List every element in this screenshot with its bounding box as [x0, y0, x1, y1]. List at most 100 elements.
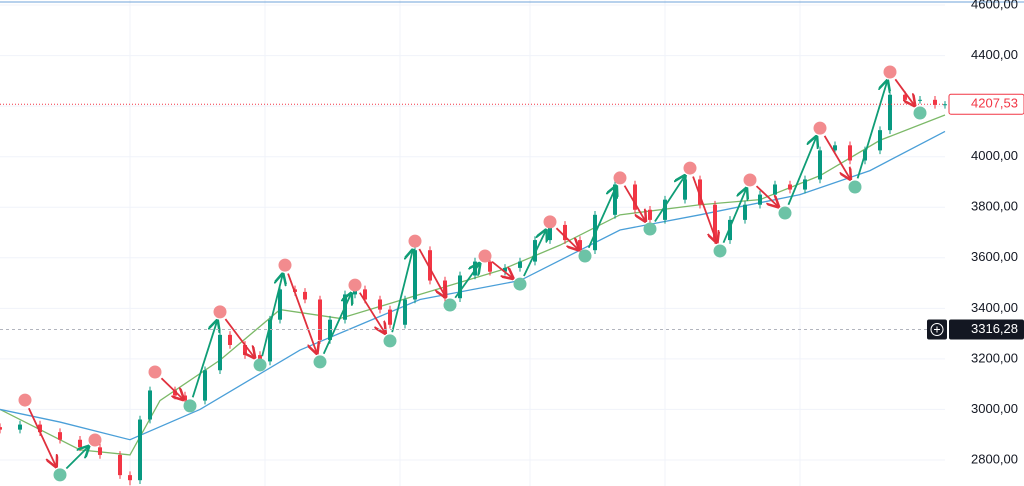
candle-body	[203, 370, 207, 401]
candle-body	[648, 209, 652, 220]
candle-body	[818, 150, 822, 180]
zigzag-arrow	[755, 185, 779, 207]
pivot-dot	[513, 277, 527, 291]
y-tick-label: 4000,00	[971, 148, 1018, 163]
zigzag-arrow	[623, 185, 646, 222]
candle-body	[363, 289, 367, 300]
price-label-box	[949, 319, 1024, 340]
zigzag-arrow	[418, 248, 445, 297]
candle-body	[848, 145, 852, 161]
zigzag-arrow	[287, 273, 317, 354]
y-tick-label: 4400,00	[971, 47, 1018, 62]
candle-body	[803, 179, 807, 190]
pivot-dot	[383, 334, 397, 348]
zigzag-arrow	[692, 176, 717, 243]
zigzag-arrow	[823, 135, 851, 179]
candle-body	[138, 419, 142, 481]
candle-body	[0, 427, 2, 430]
candle-body	[758, 194, 762, 205]
candle-body	[743, 204, 747, 220]
zigzag-arrow	[191, 320, 218, 398]
zigzag-arrow	[523, 230, 546, 277]
pivot-dot	[883, 65, 897, 79]
candle-body	[698, 179, 702, 205]
y-tick-label: 4600,00	[971, 0, 1018, 11]
pivot-dot	[683, 161, 697, 175]
zigzag-arrow	[856, 81, 888, 179]
pivot-dot	[183, 399, 197, 413]
zigzag-arrow	[894, 78, 914, 105]
pivot-dot	[88, 433, 102, 447]
pivot-dot	[213, 305, 227, 319]
pivot-dot	[18, 393, 32, 407]
pivot-dot	[443, 298, 457, 312]
candle-body	[403, 299, 407, 325]
pivot-dot	[478, 249, 492, 263]
candle-body	[148, 390, 152, 420]
candle-body	[58, 432, 62, 440]
candle-body	[943, 104, 947, 106]
candle-body	[378, 299, 382, 310]
candle-body	[773, 184, 777, 195]
price-label: 3316,28	[971, 321, 1018, 336]
candle-body	[38, 424, 42, 433]
pivot-dot	[148, 365, 162, 379]
zigzag-arrow	[491, 260, 513, 279]
zigzag-arrow	[160, 377, 183, 399]
zigzag-arrow	[391, 250, 413, 333]
price-label-box	[948, 93, 1024, 115]
zigzag-arrow	[787, 136, 816, 206]
candle-body	[458, 275, 462, 299]
candle-body	[613, 184, 617, 215]
candle-body	[413, 250, 417, 300]
candle-body	[548, 224, 552, 241]
candle-body	[278, 289, 282, 320]
zigzag-arrow	[359, 292, 385, 334]
pivot-dot	[813, 121, 827, 135]
pivot-dot	[313, 355, 327, 369]
candle-body	[78, 439, 82, 448]
candle-body	[218, 334, 222, 371]
candle-body	[128, 475, 132, 481]
zigzag-arrow	[27, 407, 56, 467]
zigzag-arrow	[261, 274, 283, 357]
pivot-dot	[543, 215, 557, 229]
candle-body	[388, 309, 392, 325]
crosshair-add-icon	[930, 322, 944, 336]
price-label: 4207,53	[971, 96, 1018, 111]
candle-body	[878, 130, 882, 151]
zigzag-arrow	[654, 176, 685, 222]
zigzag-arrow	[454, 263, 480, 299]
candle-body	[118, 454, 122, 476]
pivot-dot	[913, 106, 927, 120]
candle-body	[353, 289, 357, 295]
pivot-dot	[53, 468, 67, 482]
y-tick-label: 3400,00	[971, 300, 1018, 315]
candle-body	[713, 204, 717, 241]
pivot-dot	[778, 206, 792, 220]
candle-body	[533, 240, 537, 262]
candle-body	[663, 199, 667, 220]
candle-body	[728, 219, 732, 241]
candle-body	[98, 447, 102, 455]
zigzag-arrow	[322, 293, 352, 355]
candle-body	[303, 291, 307, 300]
pivot-dot	[713, 244, 727, 258]
candle-body	[183, 395, 187, 401]
pivot-dot	[743, 173, 757, 187]
zigzag-arrow	[224, 318, 254, 358]
pivot-dot	[253, 358, 267, 372]
pivot-dot	[643, 222, 657, 236]
candle-body	[428, 250, 432, 281]
pivot-dot	[348, 278, 362, 292]
candle-body	[318, 299, 322, 340]
candle-body	[228, 334, 232, 345]
candle-body	[918, 99, 922, 101]
candle-body	[563, 224, 567, 241]
zigzag-arrow	[555, 227, 578, 250]
candle-body	[833, 145, 837, 151]
candle-body	[268, 319, 272, 362]
pivot-dot	[278, 258, 292, 272]
